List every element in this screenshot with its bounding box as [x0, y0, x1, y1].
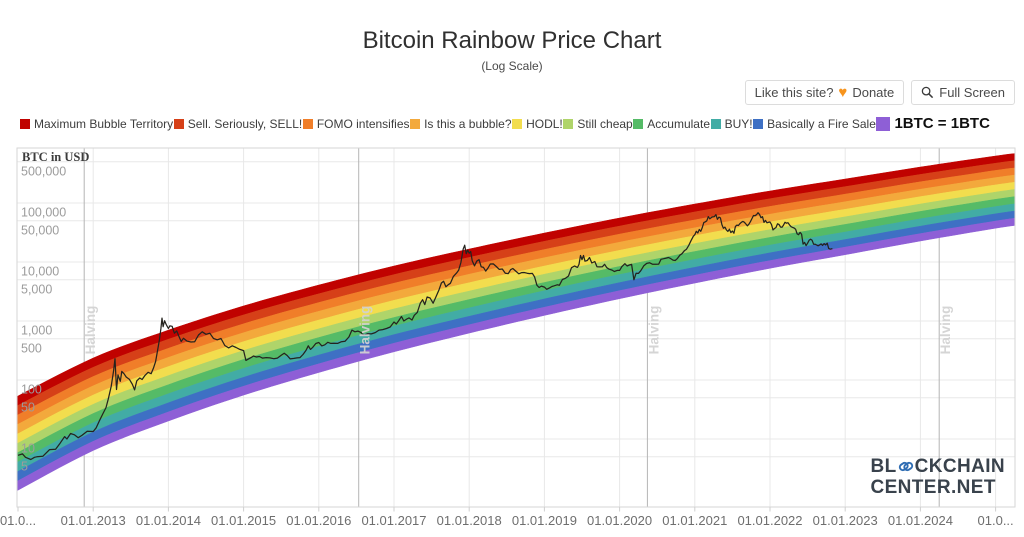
donate-button-label: Donate [852, 85, 895, 100]
svg-text:10,000: 10,000 [21, 265, 59, 279]
legend-label: Maximum Bubble Territory [34, 116, 174, 131]
band-9 [17, 217, 1015, 492]
svg-text:01.01.2014: 01.01.2014 [136, 513, 201, 528]
watermark-line1: BL CKCHAIN [870, 456, 1005, 478]
legend-swatch [173, 118, 184, 129]
heart-icon: ♥ [838, 84, 848, 101]
legend-item-1btc-1btc[interactable]: 1BTC = 1BTC [876, 115, 990, 132]
svg-text:500: 500 [21, 341, 42, 355]
svg-text:01.01.2024: 01.01.2024 [888, 513, 953, 528]
fullscreen-button-label: Full Screen [939, 85, 1005, 100]
donate-button-like-text: Like this site? [754, 85, 834, 100]
legend-item-accumulate[interactable]: Accumulate [633, 117, 710, 131]
svg-text:10: 10 [21, 442, 35, 456]
svg-text:01.01.2020: 01.01.2020 [587, 513, 652, 528]
y-axis-title: BTC in USD [22, 150, 89, 164]
rainbow-bands [17, 153, 1015, 492]
svg-text:5,000: 5,000 [21, 282, 52, 296]
legend-item-sell-seriously-sell[interactable]: Sell. Seriously, SELL! [173, 116, 303, 131]
legend-swatch [710, 118, 721, 129]
watermark-line2: CENTER.NET [870, 477, 996, 498]
legend-label: 1BTC = 1BTC [894, 115, 990, 132]
svg-text:100,000: 100,000 [21, 206, 66, 220]
legend-label: Is this a bubble? [424, 116, 512, 131]
x-axis-labels: 01.0... 01.01.2013 01.01.2014 01.01.2015 01.… [0, 507, 1014, 528]
legend-item-fomo-intensifies[interactable]: FOMO intensifies [302, 116, 410, 131]
svg-text:01.01.2018: 01.01.2018 [437, 513, 502, 528]
legend-item-buy[interactable]: BUY! [710, 116, 753, 131]
legend-label: Still cheap [577, 116, 633, 131]
legend-label: HODL! [526, 116, 563, 131]
svg-text:01.01.2016: 01.01.2016 [286, 513, 351, 528]
page-title: Bitcoin Rainbow Price Chart [362, 27, 662, 54]
svg-text:01.01.2023: 01.01.2023 [813, 513, 878, 528]
legend-item-basically-a-fire-sale[interactable]: Basically a Fire Sale [753, 117, 876, 131]
svg-text:01.01.2013: 01.01.2013 [61, 513, 126, 528]
legend-swatch [563, 118, 574, 129]
chain-link-icon [898, 459, 914, 478]
legend-label: Basically a Fire Sale [767, 116, 876, 131]
legend-swatch [410, 118, 421, 129]
page-subtitle: (Log Scale) [481, 59, 543, 73]
legend-swatch [512, 118, 523, 129]
svg-text:01.01.2021: 01.01.2021 [662, 513, 727, 528]
legend-label: FOMO intensifies [316, 116, 410, 131]
toolbar: Like this site? ♥ Donate Full Screen [744, 80, 1015, 105]
legend-label: BUY! [724, 116, 753, 131]
halving-label: Halving [938, 306, 953, 355]
svg-text:50: 50 [21, 400, 35, 414]
legend-swatch [20, 118, 30, 129]
halving-label: Halving [83, 306, 98, 355]
legend-item-hodl[interactable]: HODL! [512, 117, 563, 131]
svg-text:1,000: 1,000 [21, 324, 52, 338]
donate-button[interactable]: Like this site? ♥ Donate [744, 80, 905, 105]
svg-text:01.01.2017: 01.01.2017 [361, 513, 426, 528]
legend-swatch [876, 116, 891, 131]
svg-text:100: 100 [21, 383, 42, 397]
halving-label: Halving [646, 306, 661, 355]
svg-text:01.0...: 01.0... [978, 513, 1014, 528]
legend-swatch [302, 118, 313, 129]
watermark-logo: BL CKCHAIN CENTER.NET [870, 457, 1005, 497]
svg-text:5: 5 [21, 459, 28, 473]
halving-label: Halving [358, 306, 373, 355]
magnifier-icon [921, 86, 934, 99]
svg-text:01.01.2015: 01.01.2015 [211, 513, 276, 528]
svg-text:01.01.2019: 01.01.2019 [512, 513, 577, 528]
legend-label: Sell. Seriously, SELL! [187, 116, 303, 131]
btc-price-line [17, 212, 833, 461]
legend-swatch [633, 118, 644, 129]
svg-text:50,000: 50,000 [21, 223, 59, 237]
legend-label: Accumulate [647, 116, 710, 131]
legend-item-maximum-bubble-territory[interactable]: Maximum Bubble Territory [20, 117, 173, 131]
legend-item-is-this-a-bubble[interactable]: Is this a bubble? [410, 116, 512, 131]
fullscreen-button[interactable]: Full Screen [911, 80, 1015, 105]
svg-text:01.01.2022: 01.01.2022 [737, 513, 802, 528]
y-axis-labels: 500,000 100,000 50,000 10,000 5,000 1,000 500 1… [21, 164, 66, 473]
legend-swatch [753, 118, 764, 129]
plot-border [16, 147, 1016, 508]
chart-legend: Maximum Bubble Territory Sell. Seriously,… [0, 115, 1024, 132]
svg-text:01.0...: 01.0... [0, 513, 36, 528]
legend-item-still-cheap[interactable]: Still cheap [563, 116, 633, 131]
svg-text:500,000: 500,000 [21, 164, 66, 178]
